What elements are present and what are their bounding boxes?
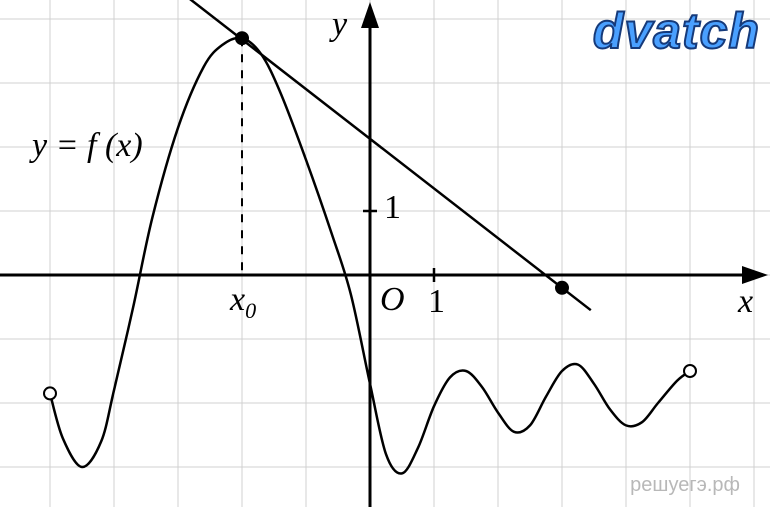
y-tick-one: 1 <box>384 189 401 227</box>
x0-label: x0 <box>230 281 256 324</box>
function-label: y = f (x) <box>32 127 143 165</box>
x-tick-one: 1 <box>428 283 445 321</box>
graph-plot <box>0 0 770 507</box>
origin-label: O <box>380 281 405 319</box>
x-axis-label: x <box>738 283 753 321</box>
y-axis-label: y <box>332 6 347 44</box>
